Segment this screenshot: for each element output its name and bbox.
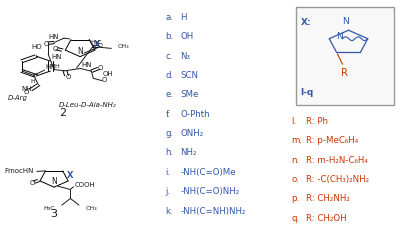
Text: X: X [93, 40, 100, 49]
Text: j.: j. [166, 187, 171, 196]
Text: N: N [336, 32, 343, 41]
Text: H: H [30, 79, 35, 84]
Text: p.: p. [291, 194, 300, 203]
Text: D-Leu-D-Ala-NH₂: D-Leu-D-Ala-NH₂ [59, 102, 117, 108]
Text: COOH: COOH [74, 182, 95, 188]
Text: H: H [180, 13, 187, 22]
Text: l-q: l-q [301, 88, 314, 97]
Text: d.: d. [166, 71, 174, 80]
Text: R: p-MeC₆H₄: R: p-MeC₆H₄ [306, 136, 358, 145]
Text: R: -C(CH₃)₂NH₂: R: -C(CH₃)₂NH₂ [306, 175, 369, 184]
Text: h.: h. [166, 148, 174, 157]
Bar [296, 7, 394, 105]
Text: HO: HO [31, 44, 41, 50]
Text: O: O [98, 43, 103, 48]
Text: o.: o. [291, 175, 299, 184]
Text: HN: HN [51, 54, 62, 60]
Text: NH₂: NH₂ [180, 148, 197, 157]
Text: H₃C: H₃C [43, 206, 55, 211]
Text: SCN: SCN [180, 71, 198, 80]
Text: i.: i. [166, 168, 171, 177]
Text: HN: HN [82, 62, 92, 68]
Text: CH₃: CH₃ [86, 206, 97, 211]
Text: O: O [30, 180, 35, 186]
Text: HN: HN [49, 34, 59, 40]
Text: FmocHN: FmocHN [4, 169, 34, 174]
Text: k.: k. [166, 206, 173, 215]
Text: c.: c. [166, 52, 173, 61]
Text: NH: NH [22, 86, 32, 92]
Text: CH₃: CH₃ [117, 43, 129, 49]
Text: O: O [44, 41, 49, 47]
Text: N: N [51, 177, 57, 186]
Text: HN: HN [45, 64, 56, 70]
Text: O-Phth: O-Phth [180, 110, 210, 119]
Text: f.: f. [166, 110, 171, 119]
Text: l.: l. [291, 117, 296, 126]
Text: O: O [65, 74, 71, 80]
Text: -NH(C=NH)NH₂: -NH(C=NH)NH₂ [180, 206, 246, 215]
Text: N₃: N₃ [180, 52, 190, 61]
Text: 2: 2 [59, 108, 66, 118]
Text: N: N [342, 17, 349, 26]
Text: X:: X: [301, 18, 311, 27]
Text: g.: g. [166, 129, 174, 138]
Text: SMe: SMe [180, 90, 199, 99]
Text: H: H [54, 64, 59, 69]
Text: e.: e. [166, 90, 174, 99]
Text: b.: b. [166, 32, 174, 41]
Text: -NH(C=O)Me: -NH(C=O)Me [180, 168, 236, 177]
Text: R: CH₂NH₂: R: CH₂NH₂ [306, 194, 350, 203]
Text: O: O [24, 89, 29, 95]
Text: q.: q. [291, 214, 300, 223]
Text: O: O [101, 77, 107, 83]
Text: OH: OH [103, 71, 114, 77]
Text: H₃C: H₃C [90, 40, 101, 45]
Text: R: m-H₂N-C₆H₄: R: m-H₂N-C₆H₄ [306, 156, 368, 164]
Text: ONH₂: ONH₂ [180, 129, 204, 138]
Text: R: Ph: R: Ph [306, 117, 328, 126]
Text: a.: a. [166, 13, 174, 22]
Text: R: R [341, 68, 348, 78]
Text: n.: n. [291, 156, 300, 164]
Text: 3: 3 [51, 209, 58, 219]
Text: O: O [53, 46, 58, 52]
Text: R: CH₂OH: R: CH₂OH [306, 214, 347, 223]
Text: D-Arg: D-Arg [8, 95, 28, 101]
Text: O: O [97, 65, 103, 71]
Text: OH: OH [180, 32, 194, 41]
Text: m.: m. [291, 136, 302, 145]
Text: -NH(C=O)NH₂: -NH(C=O)NH₂ [180, 187, 240, 196]
Text: X: X [67, 171, 73, 180]
Text: N: N [77, 47, 83, 56]
